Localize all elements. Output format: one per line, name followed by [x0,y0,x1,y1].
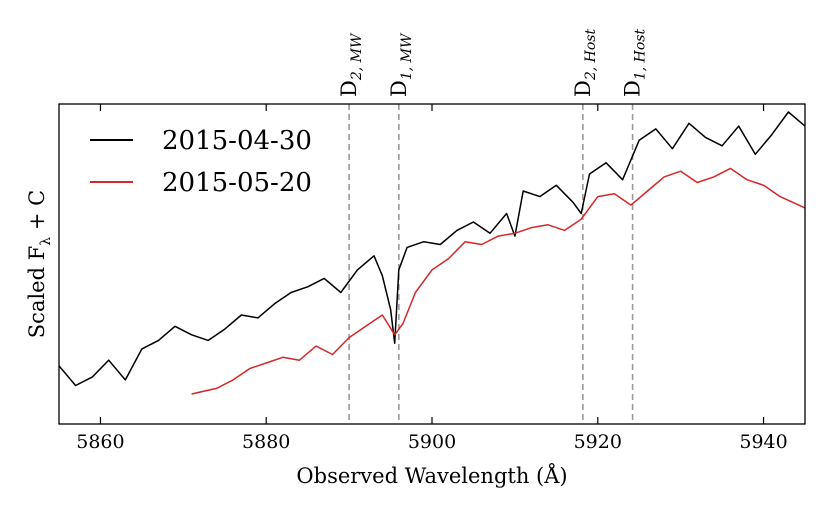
legend: 2015-04-30 2015-05-20 [90,126,312,198]
y-axis-label-tail: + C [25,190,49,237]
absorption-line-label: D2, Host [571,29,599,97]
y-axis-label-sub: λ [38,237,54,246]
absorption-line-label: D1, MW [387,32,415,97]
x-tick-label: 5940 [739,431,787,453]
absorption-line-label: D2, MW [337,32,365,97]
series-line-2015-05-20 [191,167,805,395]
y-axis-label: Scaled Fλ + C [25,190,54,338]
y-axis-label-main: Scaled F [25,246,49,339]
series-line-2015-04-30 [59,111,805,387]
absorption-line-label: D1, Host [621,29,649,97]
x-tick-label: 5880 [242,431,290,453]
x-tick-label: 5920 [574,431,622,453]
x-tick-label: 5900 [408,431,456,453]
legend-label: 2015-04-30 [162,126,312,156]
x-axis-label: Observed Wavelength (Å) [296,463,567,488]
legend-label: 2015-05-20 [162,168,312,198]
x-tick-label: 5860 [76,431,124,453]
